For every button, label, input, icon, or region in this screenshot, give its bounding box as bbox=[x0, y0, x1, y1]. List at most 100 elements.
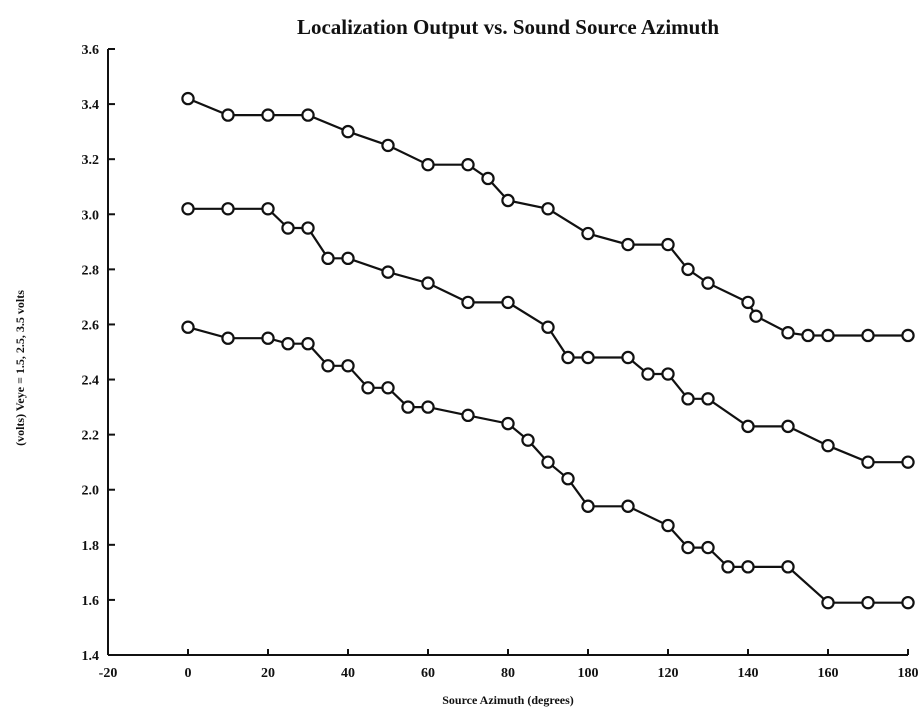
y-tick-label: 2.4 bbox=[82, 374, 100, 389]
x-tick-label: 0 bbox=[185, 666, 192, 681]
data-point bbox=[749, 309, 763, 323]
data-point bbox=[621, 237, 635, 252]
data-point bbox=[861, 328, 875, 343]
data-point bbox=[701, 540, 715, 555]
data-point bbox=[661, 237, 675, 252]
data-point bbox=[821, 438, 835, 453]
data-point bbox=[561, 472, 575, 486]
data-point bbox=[261, 108, 275, 122]
data-point bbox=[341, 359, 355, 373]
series-1 bbox=[181, 91, 915, 343]
x-tick-label: 60 bbox=[421, 666, 435, 681]
data-point bbox=[461, 295, 475, 310]
x-axis-label: Source Azimuth (degrees) bbox=[442, 693, 574, 707]
data-point bbox=[261, 202, 275, 216]
data-point bbox=[901, 595, 915, 610]
data-point bbox=[661, 518, 675, 533]
data-point bbox=[861, 595, 875, 610]
data-point bbox=[541, 455, 555, 469]
data-point bbox=[521, 433, 535, 447]
data-point bbox=[901, 455, 915, 469]
y-tick-label: 3.4 bbox=[82, 98, 100, 113]
data-point bbox=[221, 108, 235, 122]
series-line bbox=[188, 207, 908, 464]
data-point bbox=[281, 337, 295, 351]
data-point bbox=[581, 499, 595, 513]
data-point bbox=[221, 331, 235, 345]
data-point bbox=[381, 265, 395, 279]
data-point bbox=[741, 419, 755, 434]
data-point bbox=[661, 367, 675, 381]
y-axis-label: (volts) Veye = 1.5, 2.5, 3.5 volts bbox=[13, 290, 27, 446]
data-point bbox=[261, 331, 275, 345]
data-point bbox=[321, 359, 335, 373]
data-point bbox=[581, 226, 595, 241]
data-point bbox=[181, 320, 195, 334]
data-point bbox=[561, 350, 575, 365]
data-point bbox=[181, 202, 195, 216]
x-tick-label: 120 bbox=[658, 666, 679, 681]
data-point bbox=[701, 276, 715, 290]
data-point bbox=[641, 367, 655, 381]
data-point bbox=[381, 381, 395, 395]
data-point bbox=[621, 499, 635, 513]
data-point bbox=[541, 320, 555, 334]
y-tick-label: 1.8 bbox=[82, 539, 100, 554]
data-point bbox=[341, 124, 355, 139]
data-point bbox=[741, 560, 755, 574]
x-tick-label: -20 bbox=[99, 666, 118, 681]
y-tick-label: 3.6 bbox=[82, 43, 100, 58]
y-tick-label: 2.6 bbox=[82, 318, 100, 333]
data-point bbox=[501, 193, 515, 208]
data-point bbox=[801, 328, 815, 343]
series-2 bbox=[181, 202, 915, 469]
data-point bbox=[741, 295, 755, 310]
data-point bbox=[581, 350, 595, 365]
series-group bbox=[181, 91, 915, 610]
y-tick-label: 2.8 bbox=[82, 263, 100, 278]
data-point bbox=[381, 138, 395, 153]
y-tick-label: 1.4 bbox=[82, 649, 100, 664]
data-point bbox=[681, 262, 695, 277]
data-point bbox=[481, 171, 495, 186]
data-point bbox=[701, 392, 715, 406]
x-tick-label: 160 bbox=[818, 666, 839, 681]
data-point bbox=[341, 251, 355, 266]
data-point bbox=[721, 560, 735, 574]
data-point bbox=[361, 381, 375, 395]
data-point bbox=[861, 455, 875, 469]
data-point bbox=[421, 400, 435, 414]
data-point bbox=[821, 595, 835, 610]
data-point bbox=[301, 108, 315, 122]
data-point bbox=[781, 419, 795, 434]
chart-title: Localization Output vs. Sound Source Azi… bbox=[297, 15, 719, 39]
data-point bbox=[501, 295, 515, 310]
data-point bbox=[461, 157, 475, 172]
x-tick-label: 20 bbox=[261, 666, 275, 681]
x-tick-label: 100 bbox=[578, 666, 599, 681]
data-point bbox=[821, 328, 835, 343]
data-point bbox=[221, 202, 235, 216]
data-point bbox=[621, 350, 635, 365]
data-point bbox=[181, 91, 195, 106]
data-point bbox=[301, 337, 315, 351]
x-tick-label: 140 bbox=[738, 666, 759, 681]
x-tick-label: 80 bbox=[501, 666, 515, 681]
series-3 bbox=[181, 320, 915, 610]
x-tick-label: 40 bbox=[341, 666, 355, 681]
data-point bbox=[681, 392, 695, 406]
data-point bbox=[421, 276, 435, 290]
data-point bbox=[541, 202, 555, 216]
x-tick-label: 180 bbox=[898, 666, 919, 681]
data-point bbox=[781, 326, 795, 340]
data-point bbox=[401, 400, 415, 414]
y-tick-label: 3.0 bbox=[82, 208, 100, 223]
data-point bbox=[281, 221, 295, 235]
y-tick-label: 1.6 bbox=[82, 594, 100, 609]
data-point bbox=[421, 157, 435, 172]
data-point bbox=[901, 328, 915, 343]
data-point bbox=[781, 560, 795, 574]
y-tick-label: 2.0 bbox=[82, 484, 100, 499]
